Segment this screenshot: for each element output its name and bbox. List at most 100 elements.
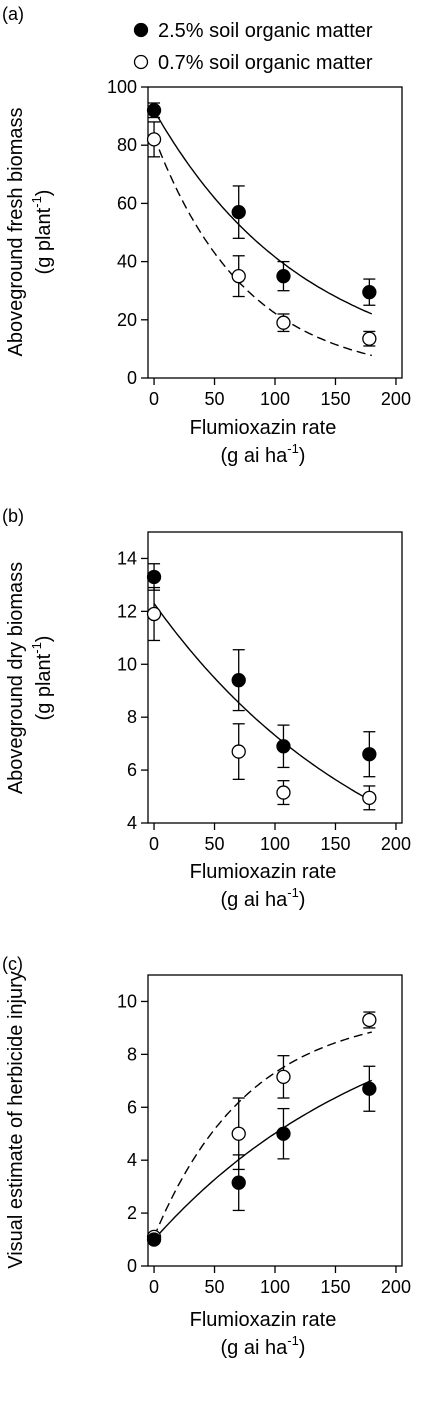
x-axis-title: Flumioxazin rate: [190, 417, 337, 439]
plot-frame: [147, 531, 403, 824]
legend-marker-open: [133, 54, 149, 70]
legend-label-open: 0.7% soil organic matter: [158, 52, 373, 74]
y-axis-unit: (g plant-1): [29, 636, 55, 721]
error-bars: [148, 102, 376, 347]
y-tick-label: 6: [127, 760, 137, 780]
x-axis-unit: (g ai ha-1): [221, 885, 306, 911]
data-point-filled: [362, 285, 377, 300]
legend-label-filled: 2.5% soil organic matter: [158, 20, 373, 42]
x-unit-sup: -1: [287, 885, 299, 900]
fit-curve-solid: [153, 602, 373, 802]
x-tick-label: 0: [149, 834, 159, 854]
x-unit-text: (g ai ha: [221, 1337, 289, 1359]
data-points: [146, 1012, 377, 1247]
fit-curve-solid: [153, 109, 373, 315]
data-point-filled: [146, 103, 162, 118]
data-point-filled: [146, 1232, 162, 1247]
y-tick-label: 12: [117, 601, 137, 621]
error-bars: [232, 1011, 376, 1212]
data-point-open: [231, 744, 246, 759]
panel-c-letter: (c): [2, 954, 23, 974]
data-point-open: [362, 1012, 377, 1028]
x-tick-label: 100: [260, 1277, 290, 1297]
x-axis-title: Flumioxazin rate: [190, 1309, 337, 1331]
data-point-open: [231, 268, 246, 284]
data-point-filled: [146, 569, 162, 585]
legend: 2.5% soil organic matter 0.7% soil organ…: [133, 20, 373, 74]
x-tick-label: 100: [260, 389, 290, 409]
y-tick-label: 80: [117, 135, 137, 155]
x-axis-unit: (g ai ha-1): [221, 441, 306, 467]
data-point-open: [231, 1126, 246, 1141]
y-tick-label: 6: [127, 1097, 137, 1117]
data-point-filled: [231, 204, 246, 220]
panel-b-letter: (b): [2, 506, 24, 526]
y-tick-label: 14: [117, 548, 137, 568]
x-unit-text: (g ai ha: [221, 889, 289, 911]
data-points: [146, 569, 377, 806]
y-tick-label: 4: [127, 1150, 137, 1170]
y-tick-label: 20: [117, 310, 137, 330]
y-unit-close: ): [33, 636, 55, 643]
data-point-filled: [362, 747, 377, 762]
y-tick-label: 4: [127, 813, 137, 833]
fit-curve-solid: [153, 1079, 373, 1240]
y-unit-text: (g plant: [33, 207, 55, 274]
data-point-open: [276, 785, 291, 800]
data-point-open: [146, 606, 162, 622]
x-tick-label: 150: [320, 834, 350, 854]
data-point-filled: [362, 1081, 377, 1096]
y-unit-sup: -1: [29, 642, 44, 654]
data-point-filled: [276, 739, 291, 754]
y-tick-label: 8: [127, 707, 137, 727]
x-unit-close: ): [299, 889, 306, 911]
y-unit-text: (g plant: [33, 653, 55, 720]
panel-b: (b) 0 50 100 150 200 4 6 8 10 12 14 Flumioxazin ra…: [2, 506, 411, 911]
data-points: [146, 103, 377, 346]
x-tick-label: 0: [149, 1277, 159, 1297]
data-point-open: [362, 331, 377, 346]
y-tick-label: 60: [117, 193, 137, 213]
fit-curves: [153, 602, 373, 802]
y-tick-label: 0: [127, 1256, 137, 1276]
data-point-open: [362, 790, 377, 806]
data-point-filled: [276, 268, 291, 284]
x-axis-title: Flumioxazin rate: [190, 861, 337, 883]
x-tick-label: 200: [381, 834, 411, 854]
y-unit-close: ): [33, 190, 55, 197]
panel-a-letter: (a): [2, 4, 24, 24]
x-tick-label: 150: [320, 1277, 350, 1297]
y-tick-label: 0: [127, 368, 137, 388]
fit-curve-dashed: [153, 136, 372, 357]
y-tick-label: 2: [127, 1203, 137, 1223]
y-axis-title: Visual estimate of herbicide injury: [5, 971, 27, 1269]
fit-curves: [153, 109, 373, 357]
data-point-open: [276, 1069, 291, 1084]
x-tick-label: 50: [205, 389, 225, 409]
panel-c: (c) 0 50 100 150 200 0 2 4 6 8 10 Flumioxazin rate…: [2, 954, 411, 1359]
x-tick-label: 50: [205, 1277, 225, 1297]
x-tick-label: 200: [381, 1277, 411, 1297]
ticks: 0 50 100 150 200 0 2 4 6 8 10: [117, 991, 411, 1297]
ticks: 0 50 100 150 200 4 6 8 10 12 14: [117, 548, 411, 854]
y-tick-label: 10: [117, 654, 137, 674]
x-tick-label: 50: [205, 834, 225, 854]
x-tick-label: 100: [260, 834, 290, 854]
fit-curve-dashed: [153, 1031, 372, 1238]
y-tick-label: 100: [107, 77, 137, 97]
fit-curves: [153, 1031, 373, 1240]
x-axis-unit: (g ai ha-1): [221, 1333, 306, 1359]
legend-marker-filled: [133, 22, 149, 38]
y-axis-title: Aboveground dry biomass: [5, 562, 27, 794]
error-bars: [148, 563, 376, 811]
x-tick-label: 200: [381, 389, 411, 409]
data-point-filled: [231, 1175, 246, 1190]
x-unit-close: ): [299, 1337, 306, 1359]
x-tick-label: 0: [149, 389, 159, 409]
x-unit-sup: -1: [287, 441, 299, 456]
y-tick-label: 10: [117, 991, 137, 1011]
y-axis-unit: (g plant-1): [29, 190, 55, 275]
panel-a: (a) 2.5% soil organic matter 0.7% soil o…: [2, 4, 411, 467]
data-point-filled: [231, 672, 246, 688]
